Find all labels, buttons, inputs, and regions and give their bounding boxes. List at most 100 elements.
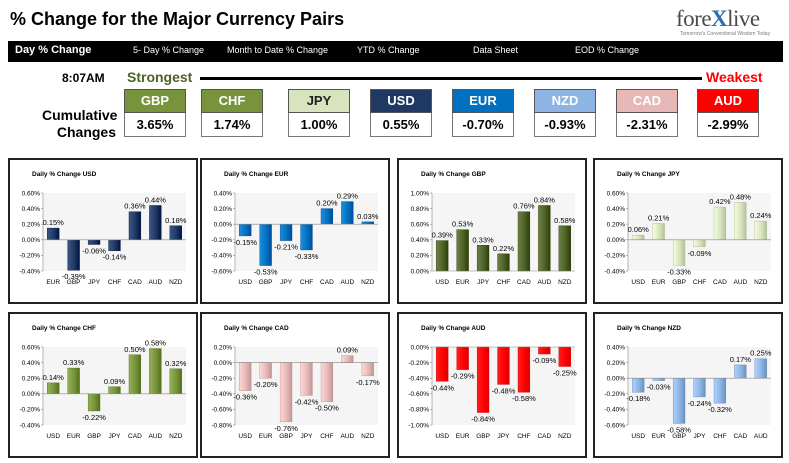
data-label: -0.58%: [512, 394, 536, 403]
y-tick-label: 0.40%: [22, 360, 41, 367]
y-tick-label: 0.40%: [22, 206, 41, 213]
category-label: EUR: [456, 279, 470, 286]
bar-cad: [128, 211, 142, 241]
bar-nzd: [558, 346, 571, 367]
chart-title: Daily % Change EUR: [224, 171, 289, 178]
currency-code: NZD: [534, 89, 596, 113]
bar-nzd: [361, 362, 374, 377]
chart-panel-2: Daily % Change EUR -0.60% -0.40% -0.20% 0.00…: [200, 158, 390, 304]
bar-chart: Daily % Change GBP0.00%0.20%0.40%0.60%0.…: [411, 171, 576, 286]
chart-panel-6: Daily % Change CAD -0.80% -0.60% -0.40% -0.2…: [200, 312, 390, 458]
category-label: AUD: [754, 433, 768, 440]
category-label: JPY: [109, 433, 122, 440]
nav-ytd-change[interactable]: YTD % Change: [357, 45, 420, 55]
y-tick-label: -0.20%: [211, 376, 232, 383]
y-tick-label: 0.40%: [214, 190, 233, 197]
currency-box-eur: EUR -0.70%: [452, 89, 514, 137]
nav-5day-change[interactable]: 5- Day % Change: [133, 45, 205, 55]
chart-title: Daily % Change NZD: [617, 325, 681, 332]
y-tick-label: 0.60%: [607, 190, 626, 197]
bar-aud: [734, 202, 747, 240]
currency-code: GBP: [124, 89, 186, 113]
category-label: EUR: [652, 279, 666, 286]
bar-chart: Daily % Change CAD -0.80% -0.60% -0.40% -0.2…: [211, 325, 380, 440]
bar-usd: [239, 362, 252, 391]
data-label: 0.24%: [750, 211, 772, 220]
data-label: 0.14%: [43, 373, 65, 382]
data-label: -0.33%: [295, 252, 319, 261]
chart-title: Daily % Change AUD: [421, 325, 486, 332]
bar-gbp: [672, 377, 686, 424]
bar-eur: [652, 377, 665, 381]
category-label: GBP: [672, 279, 686, 286]
category-label: JPY: [498, 433, 511, 440]
bar-cad: [320, 208, 334, 225]
bar-gbp: [67, 239, 80, 271]
category-label: GBP: [279, 433, 293, 440]
category-label: JPY: [280, 279, 293, 286]
y-tick-label: 0.20%: [607, 360, 626, 367]
y-tick-label: 0.20%: [22, 376, 41, 383]
y-tick-label: -0.80%: [408, 407, 429, 414]
chart-panel-7: Daily % Change AUD -1.00% -0.80% -0.60% -0.4…: [397, 312, 587, 458]
bar-jpy: [497, 346, 510, 385]
data-label: 0.58%: [554, 216, 576, 225]
bar-usd: [632, 234, 645, 241]
data-label: -0.22%: [82, 413, 106, 422]
category-label: CAD: [713, 279, 727, 286]
nav-day-change[interactable]: Day % Change: [15, 44, 92, 56]
y-tick-label: -0.40%: [604, 407, 625, 414]
y-tick-label: -0.20%: [19, 407, 40, 414]
y-tick-label: 0.40%: [411, 237, 430, 244]
bar-cad: [538, 346, 551, 355]
bar-chf: [497, 253, 510, 272]
bar-gbp: [279, 362, 293, 423]
bar-jpy: [300, 362, 313, 396]
y-tick-label: 0.00%: [22, 391, 41, 398]
data-label: -0.21%: [274, 243, 298, 252]
nav-month-to-date-change[interactable]: Month to Date % Change: [227, 45, 329, 55]
currency-code: JPY: [288, 89, 350, 113]
nav-data-sheet[interactable]: Data Sheet: [473, 45, 519, 55]
bar-cad: [713, 206, 727, 240]
nav-eod-change[interactable]: EOD % Change: [575, 45, 640, 55]
bar-chf: [713, 377, 727, 404]
category-label: CAD: [128, 433, 142, 440]
data-label: 0.22%: [493, 244, 515, 253]
bar-usd: [47, 382, 60, 394]
y-tick-label: -0.40%: [19, 422, 40, 429]
data-label: 0.03%: [357, 212, 379, 221]
category-label: USD: [631, 433, 645, 440]
category-label: CHF: [517, 433, 530, 440]
currency-box-gbp: GBP 3.65%: [124, 89, 186, 137]
currency-cumulative-value: 3.65%: [124, 113, 186, 137]
y-tick-label: -0.20%: [211, 237, 232, 244]
currency-code: EUR: [452, 89, 514, 113]
y-tick-label: 0.00%: [607, 237, 626, 244]
category-label: JPY: [477, 279, 490, 286]
y-tick-label: -0.20%: [604, 391, 625, 398]
category-label: CAD: [320, 279, 334, 286]
bar-chart: Daily % Change EUR -0.60% -0.40% -0.20% 0.00…: [211, 171, 379, 286]
category-label: USD: [238, 279, 252, 286]
bar-chart: Daily % Change CHF -0.40% -0.20% 0.00% 0.20%…: [19, 325, 186, 440]
category-label: AUD: [340, 279, 354, 286]
data-label: 0.84%: [534, 195, 556, 204]
cumulative-label-line2: Changes: [56, 124, 116, 140]
update-time: 8:07AM: [62, 71, 105, 85]
chart-title: Daily % Change JPY: [617, 171, 681, 178]
data-label: -0.42%: [295, 397, 319, 406]
data-label: -0.29%: [451, 372, 475, 381]
data-label: 0.29%: [337, 192, 359, 201]
data-label: 0.09%: [104, 377, 126, 386]
bar-eur: [652, 223, 665, 240]
category-label: NZD: [169, 279, 183, 286]
currency-box-aud: AUD -2.99%: [697, 89, 759, 137]
currency-cumulative-value: -0.70%: [452, 113, 514, 137]
data-label: 0.58%: [145, 339, 167, 348]
bar-chf: [517, 346, 531, 393]
bar-chart: Daily % Change NZD -0.60% -0.40% -0.20% 0.00…: [604, 325, 771, 440]
category-label: CHF: [108, 279, 121, 286]
category-label: GBP: [476, 433, 490, 440]
forexlive-logo[interactable]: foreXlive: [676, 6, 760, 32]
